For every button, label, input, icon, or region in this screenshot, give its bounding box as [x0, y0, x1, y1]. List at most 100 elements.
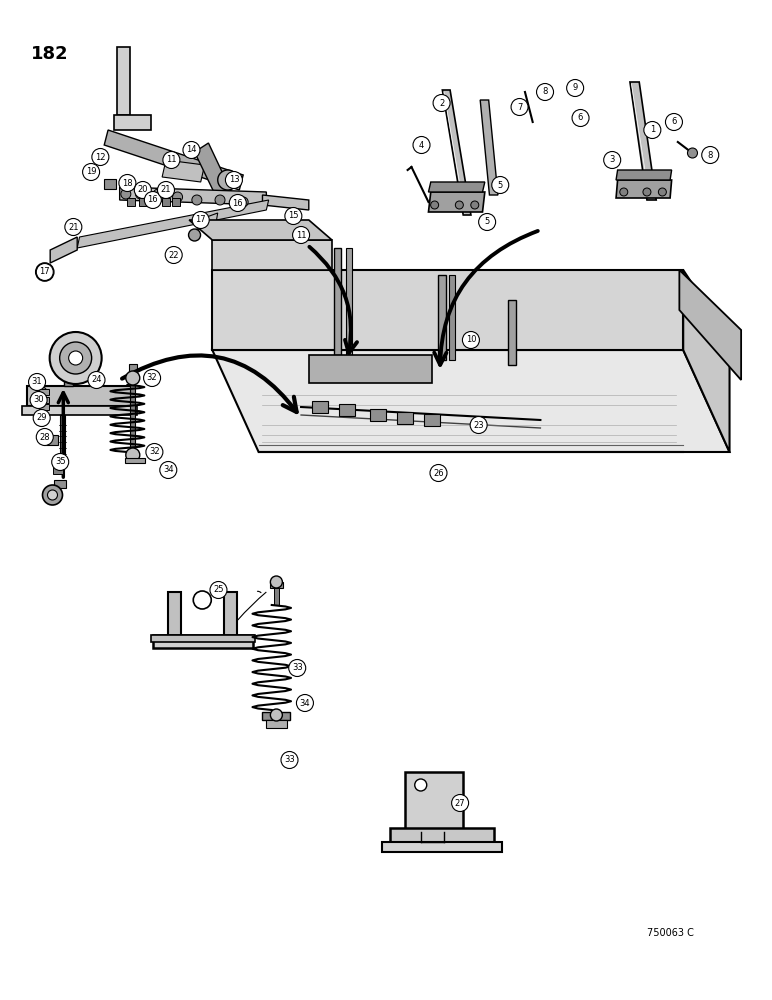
Polygon shape: [60, 415, 65, 465]
Circle shape: [511, 99, 528, 115]
Polygon shape: [683, 270, 730, 452]
Bar: [340, 404, 355, 416]
Circle shape: [620, 188, 628, 196]
Circle shape: [36, 263, 53, 280]
Text: 27: 27: [455, 798, 466, 808]
Text: 34: 34: [163, 466, 174, 475]
Circle shape: [146, 444, 163, 460]
Text: 6: 6: [578, 113, 583, 122]
Circle shape: [270, 709, 283, 721]
Circle shape: [431, 201, 438, 209]
Bar: [162, 198, 170, 206]
Text: 12: 12: [95, 152, 106, 161]
Text: 9: 9: [573, 84, 577, 93]
Circle shape: [41, 268, 49, 276]
Bar: [44, 435, 58, 445]
Text: 18: 18: [122, 178, 133, 188]
Circle shape: [470, 416, 487, 434]
Bar: [125, 458, 145, 463]
Polygon shape: [428, 182, 485, 192]
Text: 35: 35: [55, 458, 66, 466]
Circle shape: [415, 779, 427, 791]
Text: 16: 16: [147, 196, 158, 205]
Circle shape: [644, 121, 661, 138]
Circle shape: [462, 332, 479, 349]
Bar: [371, 409, 386, 421]
Text: 19: 19: [86, 167, 96, 176]
Text: 33: 33: [292, 664, 303, 672]
Polygon shape: [168, 592, 181, 642]
Circle shape: [215, 195, 225, 205]
Text: 32: 32: [147, 373, 157, 382]
Polygon shape: [117, 47, 130, 115]
Circle shape: [52, 454, 69, 471]
Circle shape: [643, 188, 651, 196]
Circle shape: [296, 694, 313, 712]
Bar: [39, 404, 49, 410]
Polygon shape: [129, 364, 137, 372]
Text: 17: 17: [39, 267, 50, 276]
Polygon shape: [212, 270, 683, 350]
Polygon shape: [449, 275, 455, 360]
Polygon shape: [197, 213, 218, 230]
Text: 26: 26: [433, 468, 444, 478]
Polygon shape: [104, 130, 243, 190]
Circle shape: [289, 660, 306, 676]
Circle shape: [659, 188, 666, 196]
Circle shape: [39, 396, 46, 402]
Circle shape: [144, 192, 161, 209]
Circle shape: [88, 371, 105, 388]
Polygon shape: [679, 270, 741, 380]
Polygon shape: [22, 406, 137, 415]
Text: 21: 21: [68, 223, 79, 232]
Circle shape: [163, 151, 180, 168]
Text: 4: 4: [419, 140, 424, 149]
Bar: [127, 198, 135, 206]
Polygon shape: [212, 350, 730, 452]
Polygon shape: [151, 635, 255, 642]
Circle shape: [455, 201, 463, 209]
Circle shape: [39, 387, 46, 395]
Text: 750063 C: 750063 C: [647, 928, 694, 938]
Polygon shape: [262, 195, 309, 210]
Circle shape: [183, 141, 200, 158]
Text: 10: 10: [466, 336, 476, 344]
Circle shape: [430, 464, 447, 482]
Text: 5: 5: [485, 218, 489, 227]
Polygon shape: [334, 248, 341, 355]
Polygon shape: [27, 386, 131, 406]
Circle shape: [702, 146, 719, 163]
Polygon shape: [346, 248, 352, 355]
Polygon shape: [212, 240, 332, 270]
Circle shape: [92, 148, 109, 165]
Polygon shape: [54, 480, 66, 488]
Circle shape: [433, 95, 450, 111]
Text: 33: 33: [284, 756, 295, 764]
Bar: [53, 466, 63, 474]
Circle shape: [119, 174, 136, 192]
Circle shape: [492, 176, 509, 194]
Circle shape: [154, 189, 163, 199]
Circle shape: [537, 84, 554, 101]
Circle shape: [688, 148, 697, 158]
Circle shape: [413, 136, 430, 153]
Polygon shape: [120, 187, 266, 205]
Circle shape: [270, 576, 283, 588]
Circle shape: [136, 189, 145, 199]
Text: 16: 16: [232, 198, 243, 208]
Polygon shape: [195, 143, 232, 200]
Bar: [151, 198, 158, 206]
Polygon shape: [130, 378, 135, 455]
Polygon shape: [50, 237, 77, 263]
Text: 2: 2: [439, 99, 444, 107]
Circle shape: [225, 172, 242, 188]
Polygon shape: [405, 772, 463, 835]
Polygon shape: [630, 82, 656, 200]
Circle shape: [121, 189, 130, 199]
Circle shape: [49, 332, 102, 384]
Circle shape: [452, 794, 469, 812]
Text: 20: 20: [137, 186, 148, 194]
Circle shape: [144, 369, 161, 386]
Circle shape: [126, 371, 140, 385]
Polygon shape: [162, 160, 205, 182]
